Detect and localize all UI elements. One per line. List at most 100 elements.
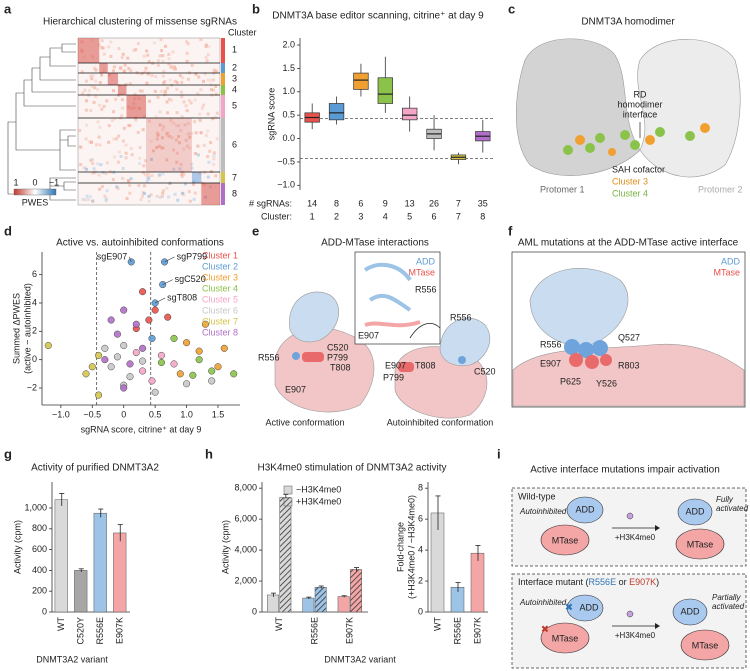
- x-tick-label: 7: [456, 211, 461, 221]
- heatmap-cell: [215, 111, 219, 115]
- heatmap-cell: [146, 172, 150, 176]
- residue-label: R556: [415, 284, 437, 294]
- y-tick-label: 8,000: [234, 483, 257, 493]
- count-label: 8: [334, 198, 339, 208]
- caption: Active conformation: [265, 417, 344, 427]
- heatmap-cell: [202, 103, 206, 107]
- heatmap-cell: [189, 101, 193, 105]
- point: [195, 356, 203, 364]
- heatmap-cell: [128, 183, 132, 187]
- title-part: or: [616, 577, 629, 587]
- annotation-leader: [164, 256, 175, 263]
- heatmap-cell: [147, 177, 151, 181]
- heatmap-cell: [173, 79, 177, 83]
- heatmap-cell: [196, 92, 200, 96]
- heatmap-cell: [167, 195, 171, 199]
- protomer-2: [637, 39, 741, 178]
- panel-title: DNMT3A homodimer: [581, 17, 675, 28]
- heatmap-cell: [212, 151, 216, 155]
- heatmap-cell: [182, 100, 186, 104]
- state-label: Fully: [716, 495, 734, 504]
- heatmap-cell: [155, 131, 159, 135]
- panel-c: DNMT3A homodimer RD homodimer interface …: [516, 17, 743, 198]
- x-tick-label: E907K: [472, 617, 482, 644]
- heatmap-cell: [162, 69, 166, 73]
- cluster-label: 4: [232, 84, 237, 94]
- heatmap-cell: [121, 52, 125, 56]
- y-tick-label: 2: [418, 575, 423, 585]
- heatmap-cell: [115, 185, 119, 189]
- heatmap-cell: [119, 154, 123, 158]
- bar: [267, 594, 279, 613]
- heatmap-cell: [105, 99, 109, 103]
- x-tick-label: 1.0: [180, 409, 193, 419]
- legend-label: Cluster 1: [202, 250, 238, 260]
- heatmap-cell: [173, 192, 177, 196]
- heatmap-cell: [161, 128, 165, 132]
- heatmap-cell: [180, 174, 184, 178]
- heatmap-cell: [112, 137, 116, 141]
- count-label: 7: [456, 198, 461, 208]
- x-tick-label: 5: [407, 211, 412, 221]
- heatmap-cell: [183, 123, 187, 127]
- heatmap-cell: [120, 98, 124, 102]
- heatmap-cell: [214, 92, 218, 96]
- heatmap-cell: [80, 70, 84, 74]
- heatmap-cell: [165, 111, 169, 115]
- residue-label: E907: [285, 384, 306, 394]
- heatmap-cell: [111, 69, 115, 73]
- point: [120, 341, 128, 350]
- x-tick-label: WT: [274, 617, 284, 631]
- heatmap-cell: [161, 194, 165, 198]
- point: [113, 330, 121, 338]
- heatmap-cell: [100, 107, 104, 111]
- heatmap-cell: [112, 155, 116, 159]
- y-tick-label: 0: [32, 354, 37, 364]
- heatmap-cell: [147, 59, 151, 63]
- point: [151, 306, 159, 314]
- point: [132, 349, 140, 357]
- heatmap-cell: [139, 72, 143, 76]
- panel-title: ADD-MTase interactions: [321, 238, 429, 249]
- heatmap-cell: [78, 128, 82, 132]
- heatmap-cell: [100, 185, 104, 189]
- heatmap-cell: [145, 81, 149, 85]
- colorbar-tick: 1: [13, 177, 18, 187]
- y-tick-label: 600: [32, 544, 47, 554]
- heatmap-cell: [175, 111, 179, 115]
- heatmap-cell: [165, 100, 169, 104]
- y-tick-label: 8: [418, 483, 423, 493]
- y-tick-label: 4,000: [234, 544, 257, 554]
- chart-title: Activity of purified DNMT3A2: [31, 463, 159, 474]
- heatmap-cell: [200, 106, 204, 110]
- point: [189, 371, 197, 379]
- heatmap-cell: [154, 115, 158, 119]
- heatmap-cell: [166, 131, 170, 135]
- heatmap-cell: [92, 167, 96, 171]
- heatmap-cell: [165, 186, 169, 190]
- row-label: Cluster:: [261, 211, 292, 221]
- box-title: Interface mutant (R556E or E907K): [518, 577, 659, 587]
- panel-a: Hierarchical clustering of missense sgRN…: [7, 17, 257, 207]
- point: [88, 363, 96, 371]
- heatmap-cell: [164, 44, 168, 48]
- y-axis-label: (active − autoinhibited): [22, 283, 32, 374]
- legend-label: Cluster 2: [202, 261, 238, 271]
- heatmap-cell: [160, 54, 164, 58]
- x-tick-label: −1.0: [52, 409, 70, 419]
- heatmap-cell: [190, 131, 194, 135]
- heatmap-cell: [120, 56, 124, 60]
- heatmap-block: [78, 38, 100, 63]
- heatmap-cell: [145, 49, 149, 53]
- heatmap-cell: [158, 195, 162, 199]
- heatmap-cell: [153, 41, 157, 45]
- colorbar: [13, 188, 57, 196]
- box: [511, 573, 747, 669]
- point: [220, 344, 228, 352]
- heatmap-cell: [148, 99, 152, 103]
- heatmap-cell: [209, 141, 213, 145]
- heatmap-cell: [98, 103, 102, 107]
- annotation: sgC520: [175, 274, 206, 284]
- heatmap-cell: [198, 112, 202, 116]
- legend-label: Cluster 8: [202, 327, 238, 337]
